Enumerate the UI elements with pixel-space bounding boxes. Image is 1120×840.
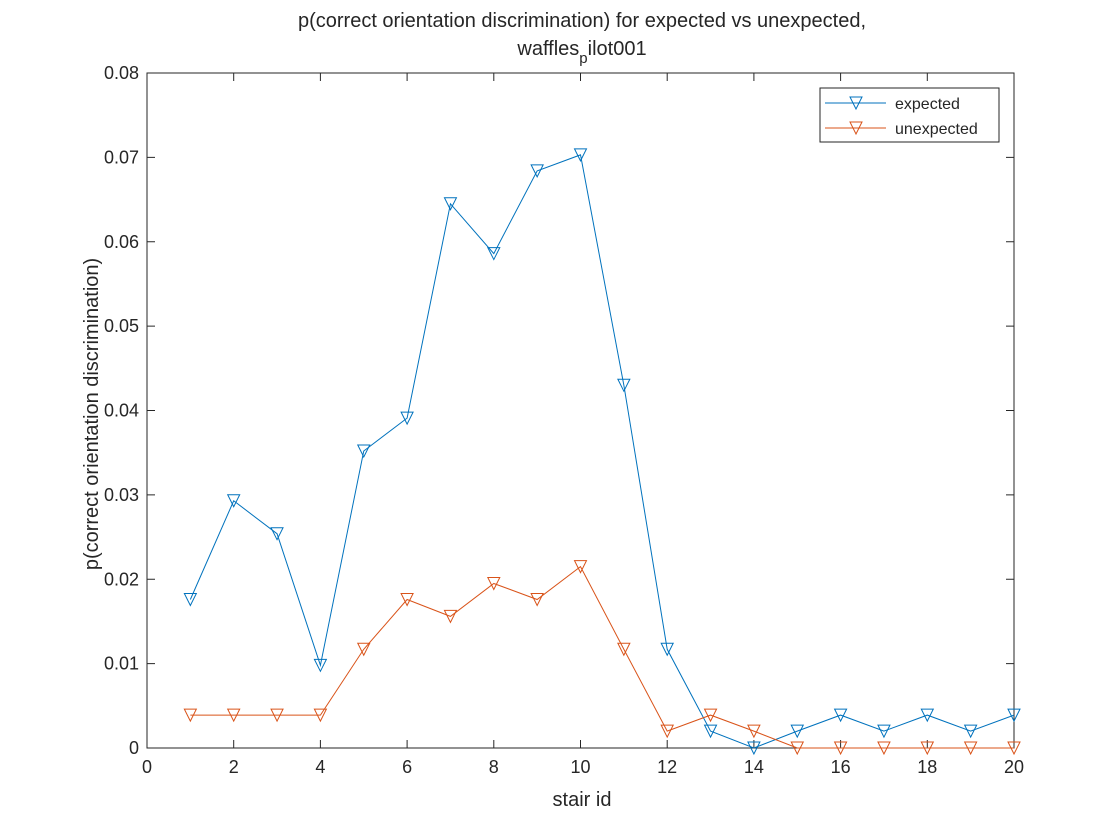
series-line-unexpected [190,565,1014,749]
y-tick-label: 0.08 [104,63,139,83]
data-point-unexpected [920,741,935,756]
legend-marker-unexpected [849,121,863,136]
data-point-expected [833,708,848,723]
data-point-expected [877,724,891,739]
data-point-expected [486,247,501,261]
data-point-unexpected [877,741,891,756]
series-line-expected [189,154,1015,749]
x-tick-label: 10 [570,757,590,777]
data-point-unexpected [573,560,588,574]
x-tick-label: 4 [315,757,325,777]
y-tick-label: 0.02 [104,569,139,589]
chart-title-line-2: wafflespilot001 [516,38,646,67]
x-tick-label: 2 [229,757,239,777]
data-point-unexpected [313,708,328,723]
chart-title-line-2-main: waffles [516,38,579,60]
x-axis-label: stair id [553,789,612,811]
legend-label-unexpected: unexpected [895,121,978,138]
data-point-unexpected [400,593,414,607]
data-point-expected [747,741,761,756]
data-point-unexpected [1007,741,1021,756]
data-point-unexpected [617,642,631,657]
data-point-unexpected [443,609,458,624]
plot-area: 0 2 4 6 8 10 12 14 16 18 20 0 0.01 0.02 0.03 0.04 0.05 0.… [104,63,1024,777]
y-tick-label: 0.01 [104,654,139,674]
data-point-expected [183,593,198,607]
data-point-unexpected [790,741,805,756]
data-point-expected [703,724,718,739]
x-tick-label: 8 [489,757,499,777]
axes-box [146,72,1015,749]
data-point-expected [356,444,371,459]
data-point-unexpected [486,576,501,591]
legend: expected unexpected [819,87,1000,143]
data-point-expected [443,197,458,211]
data-point-expected [530,164,544,178]
data-point-expected [270,527,284,541]
legend-marker-expected [849,96,863,111]
x-tick-label: 12 [657,757,677,777]
x-tick-label: 6 [402,757,412,777]
data-point-expected [790,724,805,739]
data-point-expected [617,378,631,393]
x-tick-label: 16 [831,757,851,777]
chart-title-line-1: p(correct orientation discrimination) fo… [298,10,866,32]
y-tick-label: 0.03 [104,485,139,505]
data-point-expected [660,642,675,657]
x-tick-label: 14 [744,757,764,777]
x-tick-label: 18 [917,757,937,777]
data-point-unexpected [530,593,544,607]
y-tick-label: 0.04 [104,401,139,421]
data-point-expected [573,148,588,162]
y-axis-label: p(correct orientation discrimination) [81,258,103,570]
data-point-unexpected [226,708,241,723]
data-point-expected [1007,708,1021,723]
data-point-expected [313,658,328,673]
data-point-unexpected [183,708,198,723]
data-point-expected [920,708,935,723]
legend-label-expected: expected [895,96,960,113]
y-tick-label: 0.06 [104,232,139,252]
data-point-unexpected [963,741,978,756]
x-tick-label: 20 [1004,757,1024,777]
y-tick-label: 0.07 [104,147,139,167]
data-point-expected [400,411,414,426]
data-point-unexpected [660,724,675,739]
data-point-expected [226,494,241,508]
data-point-unexpected [833,741,848,756]
y-tick-label: 0 [129,738,139,758]
x-tick-label: 0 [142,757,152,777]
data-point-unexpected [703,708,718,723]
data-point-expected [963,724,978,739]
data-point-unexpected [270,708,284,723]
chart-title-line-2-rest: ilot001 [588,38,647,60]
y-tick-label: 0.05 [104,316,139,336]
data-point-unexpected [747,724,761,739]
data-point-unexpected [356,642,371,657]
chart-title-line-2-subscript: p [579,50,587,67]
